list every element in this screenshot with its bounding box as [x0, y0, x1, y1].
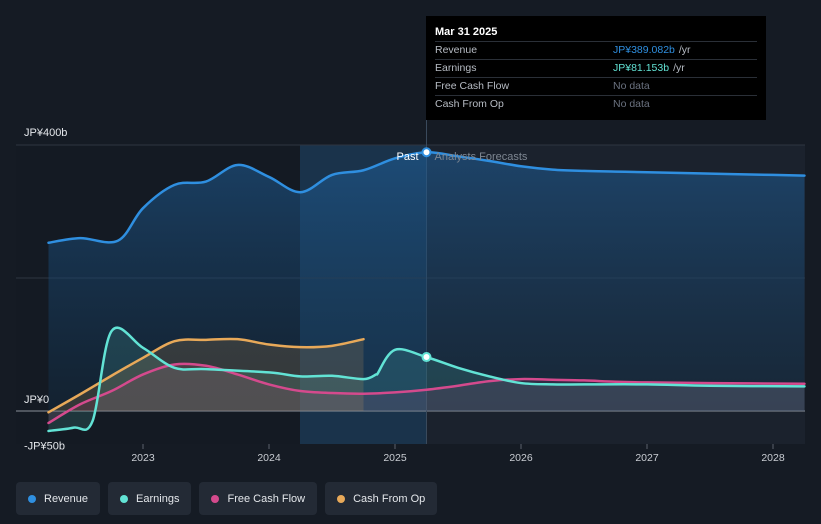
legend-label: Revenue — [44, 492, 89, 505]
tooltip: Mar 31 2025 Revenue JP¥389.082b /yr Earn… — [426, 16, 766, 120]
x-tick-label: 2023 — [131, 452, 155, 464]
earnings-line — [375, 347, 806, 388]
legend-item-cash-from-op[interactable]: Cash From Op — [325, 482, 438, 515]
legend-dot-icon — [211, 494, 220, 503]
legend-label: Free Cash Flow — [227, 492, 306, 505]
earnings-marker[interactable] — [421, 352, 432, 363]
tooltip-value: JP¥389.082b — [613, 44, 675, 56]
free-cash-flow-area — [48, 363, 805, 423]
x-tick-label: 2028 — [761, 452, 785, 464]
axis-labels: JP¥400b JP¥0 -JP¥50b 2023 2024 2025 2026 2027 20… — [24, 127, 785, 464]
free-cash-flow-line — [47, 362, 806, 425]
legend-dot-icon — [120, 494, 129, 503]
legend-label: Cash From Op — [353, 492, 426, 505]
earnings-line — [47, 326, 378, 433]
tooltip-label: Free Cash Flow — [435, 80, 510, 92]
series-lines — [47, 147, 806, 433]
tooltip-row-cash-from-op: Cash From Op No data — [435, 95, 757, 113]
legend: Revenue Earnings Free Cash Flow Cash Fro… — [16, 482, 438, 515]
y-label-bottom: -JP¥50b — [24, 440, 65, 452]
legend-item-earnings[interactable]: Earnings — [108, 482, 192, 515]
cash-from-op-area — [48, 338, 364, 413]
forecast-label: Analysts Forecasts — [435, 151, 528, 163]
x-tick-label: 2027 — [635, 452, 659, 464]
y-label-top: JP¥400b — [24, 127, 67, 139]
revenue-marker[interactable] — [421, 147, 432, 158]
tooltip-row-revenue: Revenue JP¥389.082b /yr — [435, 41, 757, 59]
tooltip-label: Revenue — [435, 44, 478, 56]
tooltip-date: Mar 31 2025 — [435, 26, 498, 38]
x-tick-label: 2024 — [257, 452, 281, 464]
tooltip-value: JP¥81.153b — [613, 62, 670, 74]
tooltip-row-earnings: Earnings JP¥81.153b /yr — [435, 59, 757, 77]
tooltip-value: No data — [613, 80, 650, 92]
cash-from-op-line — [47, 337, 365, 414]
earnings-area — [48, 327, 805, 431]
legend-label: Earnings — [136, 492, 180, 505]
y-label-zero: JP¥0 — [24, 394, 49, 406]
tooltip-label: Earnings — [435, 62, 477, 74]
tooltip-unit: /yr — [673, 62, 685, 74]
past-label: Past — [396, 151, 418, 163]
legend-dot-icon — [337, 494, 346, 503]
legend-item-free-cash-flow[interactable]: Free Cash Flow — [199, 482, 318, 515]
tooltip-value: No data — [613, 98, 650, 110]
tooltip-row-free-cash-flow: Free Cash Flow No data — [435, 77, 757, 95]
tooltip-unit: /yr — [678, 44, 691, 56]
tooltip-label: Cash From Op — [435, 98, 504, 110]
area-fills — [48, 152, 805, 431]
legend-dot-icon — [28, 494, 36, 503]
revenue-area — [48, 152, 805, 412]
revenue-line — [47, 151, 806, 245]
x-tick-label: 2025 — [383, 452, 407, 464]
legend-item-revenue[interactable]: Revenue — [16, 482, 101, 515]
x-tick-label: 2026 — [509, 452, 533, 464]
